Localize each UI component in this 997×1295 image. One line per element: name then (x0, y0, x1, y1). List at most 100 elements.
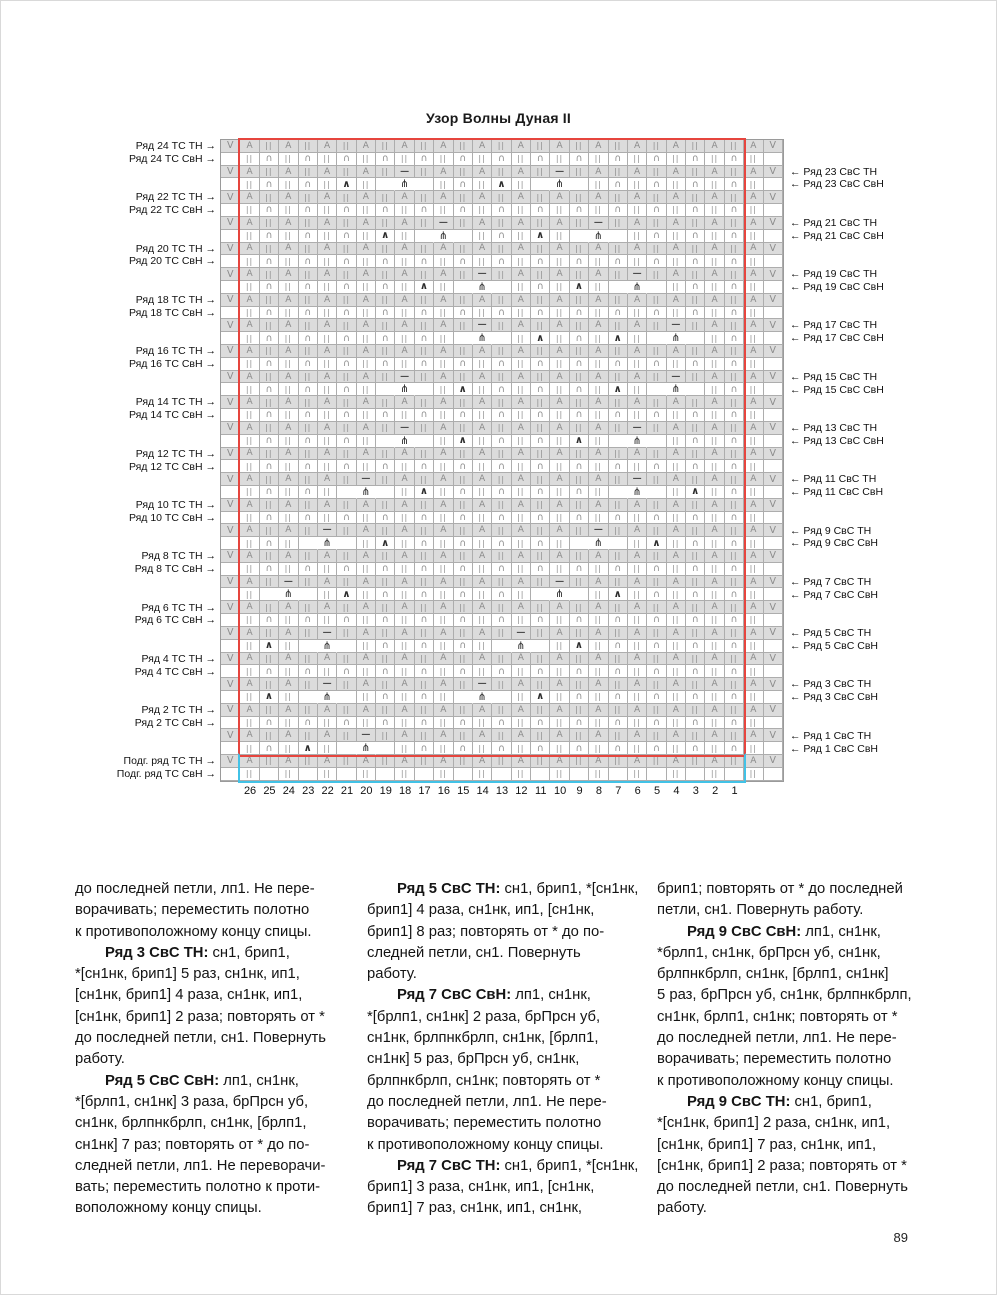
chart-cell: ∩ (569, 383, 590, 397)
chart-cell: A (627, 755, 648, 768)
chart-cell: || (414, 498, 435, 512)
chart-cell: A (705, 319, 725, 333)
chart-cell: || (511, 306, 531, 320)
chart-cell: || (569, 550, 590, 563)
chart-cell: A (434, 242, 454, 256)
chart-cell: ∧ (569, 434, 590, 448)
chart-cell: A (550, 293, 570, 307)
chart-cell: || (569, 396, 590, 410)
chart-cell: A (317, 447, 338, 461)
chart-cell (608, 434, 628, 448)
chart-cell: || (550, 639, 570, 653)
chart-cell: ∩ (259, 255, 280, 269)
chart-cell: || (376, 191, 396, 205)
chart-cell: ∩ (686, 511, 706, 525)
chart-cell: || (608, 242, 628, 256)
chart-cell: || (627, 511, 648, 525)
chart-cell: || (453, 293, 473, 307)
chart-cell: || (608, 498, 628, 512)
chart-cell: A (317, 165, 338, 179)
chart-cell: || (298, 396, 318, 410)
chart-cell: || (337, 524, 357, 538)
chart-cell: ∩ (569, 511, 590, 525)
chart-cell: A (434, 678, 454, 691)
chart-cell: A (434, 140, 454, 153)
chart-cell (221, 409, 241, 422)
chart-cell: || (608, 447, 628, 461)
chart-row: V A || A || A || — || A || A || A || A || A || A || — || A || A ||… (221, 473, 783, 486)
chart-cell: || (705, 716, 725, 730)
chart-cell: A (589, 396, 609, 410)
chart-cell: || (356, 178, 376, 192)
chart-cell: A (705, 268, 725, 281)
chart-cell (531, 767, 551, 781)
chart-cell: || (376, 703, 396, 717)
chart-cell: || (569, 421, 590, 435)
chart-cell: ∩ (414, 639, 435, 653)
chart-cell: || (395, 229, 415, 243)
chart-cell: A (317, 703, 338, 717)
chart-cell: ∩ (569, 716, 590, 730)
row-heading: Ряд 3 СвС ТН: (105, 944, 209, 961)
chart-cell: A (627, 575, 648, 589)
chart-cell: V (763, 447, 783, 461)
chart-cell: || (627, 588, 648, 602)
chart-cell: A (240, 268, 260, 281)
chart-cell: ∩ (569, 742, 590, 755)
chart-cell: A (511, 678, 531, 691)
pattern-text-line: работу. (367, 966, 417, 983)
chart-cell: ∩ (608, 460, 628, 474)
row-label-left: Ряд 6 ТС ТН → (141, 601, 216, 614)
chart-cell: A (589, 678, 609, 691)
chart-cell: V (763, 498, 783, 512)
page-number: 89 (893, 1230, 908, 1245)
chart-cell: ∩ (259, 280, 280, 294)
column-number: 21 (340, 785, 354, 797)
chart-cell: || (511, 229, 531, 243)
chart-cell: ∩ (298, 178, 318, 192)
chart-cell: || (627, 716, 648, 730)
chart-cell: A (279, 345, 299, 358)
chart-cell: || (434, 152, 454, 166)
chart-cell: A (705, 652, 725, 666)
chart-cell: || (337, 498, 357, 512)
chart-row: V A || A || A || A || — || A || A || A || A || A || A || — || A ||… (221, 370, 783, 384)
row-label-right: ← Ряд 7 СвС ТН (790, 575, 872, 588)
chart-cell: V (763, 140, 783, 153)
chart-cell (608, 229, 628, 243)
chart-row: || ∩ || ∩ || ∩ || ∩ || ∩ || ∩ || ∩ || ∩ || ∩ || ∩ || ∩ || ∩ || ∩ |… (221, 357, 783, 371)
chart-cell: — (472, 268, 493, 281)
chart-cell: || (569, 268, 590, 281)
chart-cell: || (453, 165, 473, 179)
chart-cell: || (569, 216, 590, 230)
chart-cell: || (531, 626, 551, 640)
chart-cell: A (317, 396, 338, 410)
chart-cell (763, 434, 783, 448)
chart-cell: || (705, 588, 725, 602)
chart-cell: || (531, 191, 551, 205)
chart-cell (259, 588, 280, 602)
chart-cell: || (240, 178, 260, 192)
chart-cell: || (453, 216, 473, 230)
chart-cell: A (589, 626, 609, 640)
chart-cell: || (356, 562, 376, 576)
chart-cell: V (763, 268, 783, 281)
chart-cell: || (298, 268, 318, 281)
chart-cell: || (434, 306, 454, 320)
chart-cell: || (492, 524, 512, 538)
chart-cell: A (589, 140, 609, 153)
chart-cell: || (724, 370, 745, 384)
pattern-text-line: следней петли, сн1. Повернуть (367, 944, 581, 961)
chart-cell: ∩ (298, 229, 318, 243)
chart-cell: A (395, 396, 415, 410)
chart-cell: A (666, 242, 686, 256)
chart-cell: || (686, 498, 706, 512)
pattern-text-line: к противоположному концу спицы. (367, 1136, 604, 1153)
chart-cell: || (434, 562, 454, 576)
chart-cell: A (744, 216, 764, 230)
chart-cell: || (298, 626, 318, 640)
chart-cell: ∩ (569, 152, 590, 166)
chart-cell: A (511, 396, 531, 410)
chart-cell: || (511, 665, 531, 679)
chart-row: || ∩ || ∩ || ∩ || ∩ || ∩ || ∩ || ∩ || ∩ || ∩ || ∩ || ∩ || ∩ || ∩ |… (221, 511, 783, 525)
